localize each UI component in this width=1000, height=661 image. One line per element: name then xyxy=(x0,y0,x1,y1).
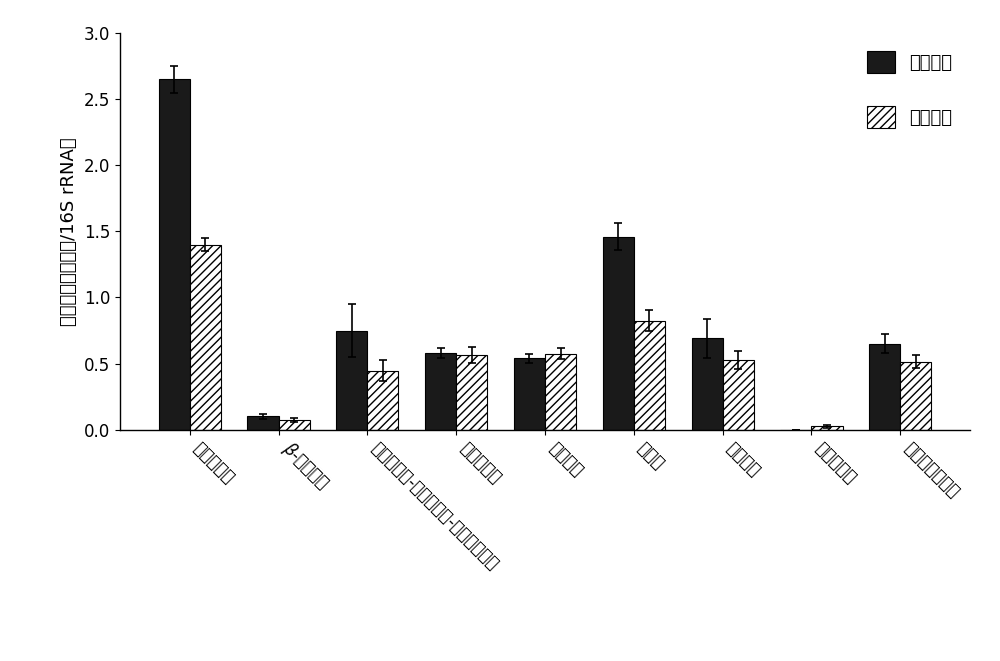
Bar xyxy=(811,426,843,430)
Bar xyxy=(190,245,221,430)
Bar xyxy=(336,330,367,430)
Bar xyxy=(900,362,931,430)
Bar xyxy=(723,360,754,430)
Bar xyxy=(692,338,723,430)
Y-axis label: 相对丰度（拷贝数/16S rRNA）: 相对丰度（拷贝数/16S rRNA） xyxy=(60,137,78,326)
Bar xyxy=(545,354,576,430)
Bar xyxy=(514,358,545,430)
Legend: 初始土壤, 处理土壤: 初始土壤, 处理土壤 xyxy=(858,42,961,137)
Bar xyxy=(279,420,310,430)
Bar xyxy=(367,371,398,430)
Bar xyxy=(634,321,665,430)
Bar xyxy=(247,416,279,430)
Bar xyxy=(159,79,190,430)
Bar xyxy=(425,353,456,430)
Bar xyxy=(869,344,900,430)
Bar xyxy=(456,355,487,430)
Bar xyxy=(603,237,634,430)
